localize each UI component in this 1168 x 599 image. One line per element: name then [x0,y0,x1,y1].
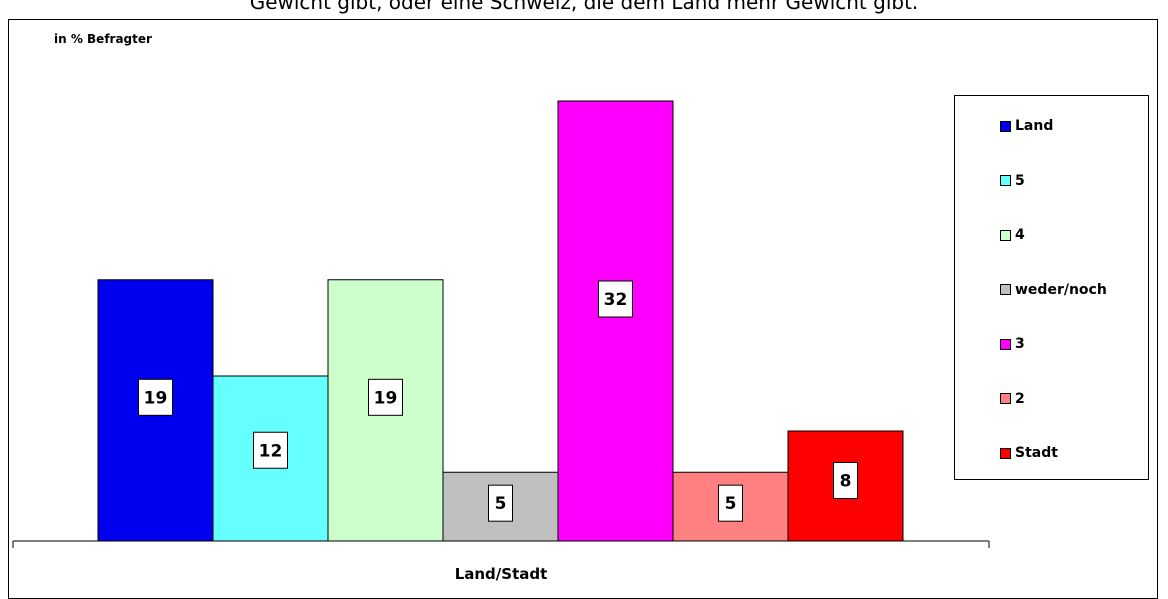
legend-item: weder/noch [1000,280,1107,300]
legend-swatch [1000,175,1011,186]
bar-3 [557,100,674,542]
y-axis-label: in % Befragter [54,32,152,46]
value-label-box [488,484,513,522]
bars-layer [97,100,904,542]
value-label: 5 [725,494,737,514]
value-label-box [833,462,858,499]
legend-item: 5 [1000,171,1025,191]
value-label: 8 [840,472,852,492]
value-label: 19 [144,388,168,408]
legend-item: Stadt [1000,443,1058,463]
legend: Land 5 4 weder/noch 3 2 Stadt [954,95,1149,480]
legend-label: 3 [1015,336,1025,352]
value-label-box [253,431,288,469]
x-axis-label: Land/Stadt [454,565,548,583]
chart-title: Gewicht gibt, oder eine Schweiz, die dem… [249,0,919,14]
legend-swatch [1000,447,1011,459]
value-label-box [368,378,403,416]
bar-weder-noch [442,471,559,542]
legend-label: 2 [1015,390,1025,407]
legend-swatch [1000,338,1011,350]
legend-swatch [1000,229,1011,241]
legend-swatch [1000,284,1011,295]
value-label: 5 [495,494,507,514]
value-labels-layer: 19 12 19 5 32 5 8 [138,280,858,522]
legend-label: Stadt [1015,445,1058,461]
legend-item: 2 [1000,389,1025,409]
legend-item: Land [1000,116,1053,136]
value-label: 19 [374,388,398,408]
legend-item: 3 [1000,334,1025,354]
value-label: 12 [259,441,283,461]
legend-item: 4 [1000,225,1025,245]
value-label-box [598,280,633,318]
value-label-box [718,484,743,522]
legend-label: 5 [1015,172,1025,189]
value-label-box [138,378,173,416]
legend-swatch [1000,120,1011,132]
value-label: 32 [604,290,628,310]
legend-label: weder/noch [1015,281,1107,298]
legend-label: Land [1015,118,1054,134]
legend-swatch [1000,393,1011,404]
legend-label: 4 [1015,227,1025,243]
